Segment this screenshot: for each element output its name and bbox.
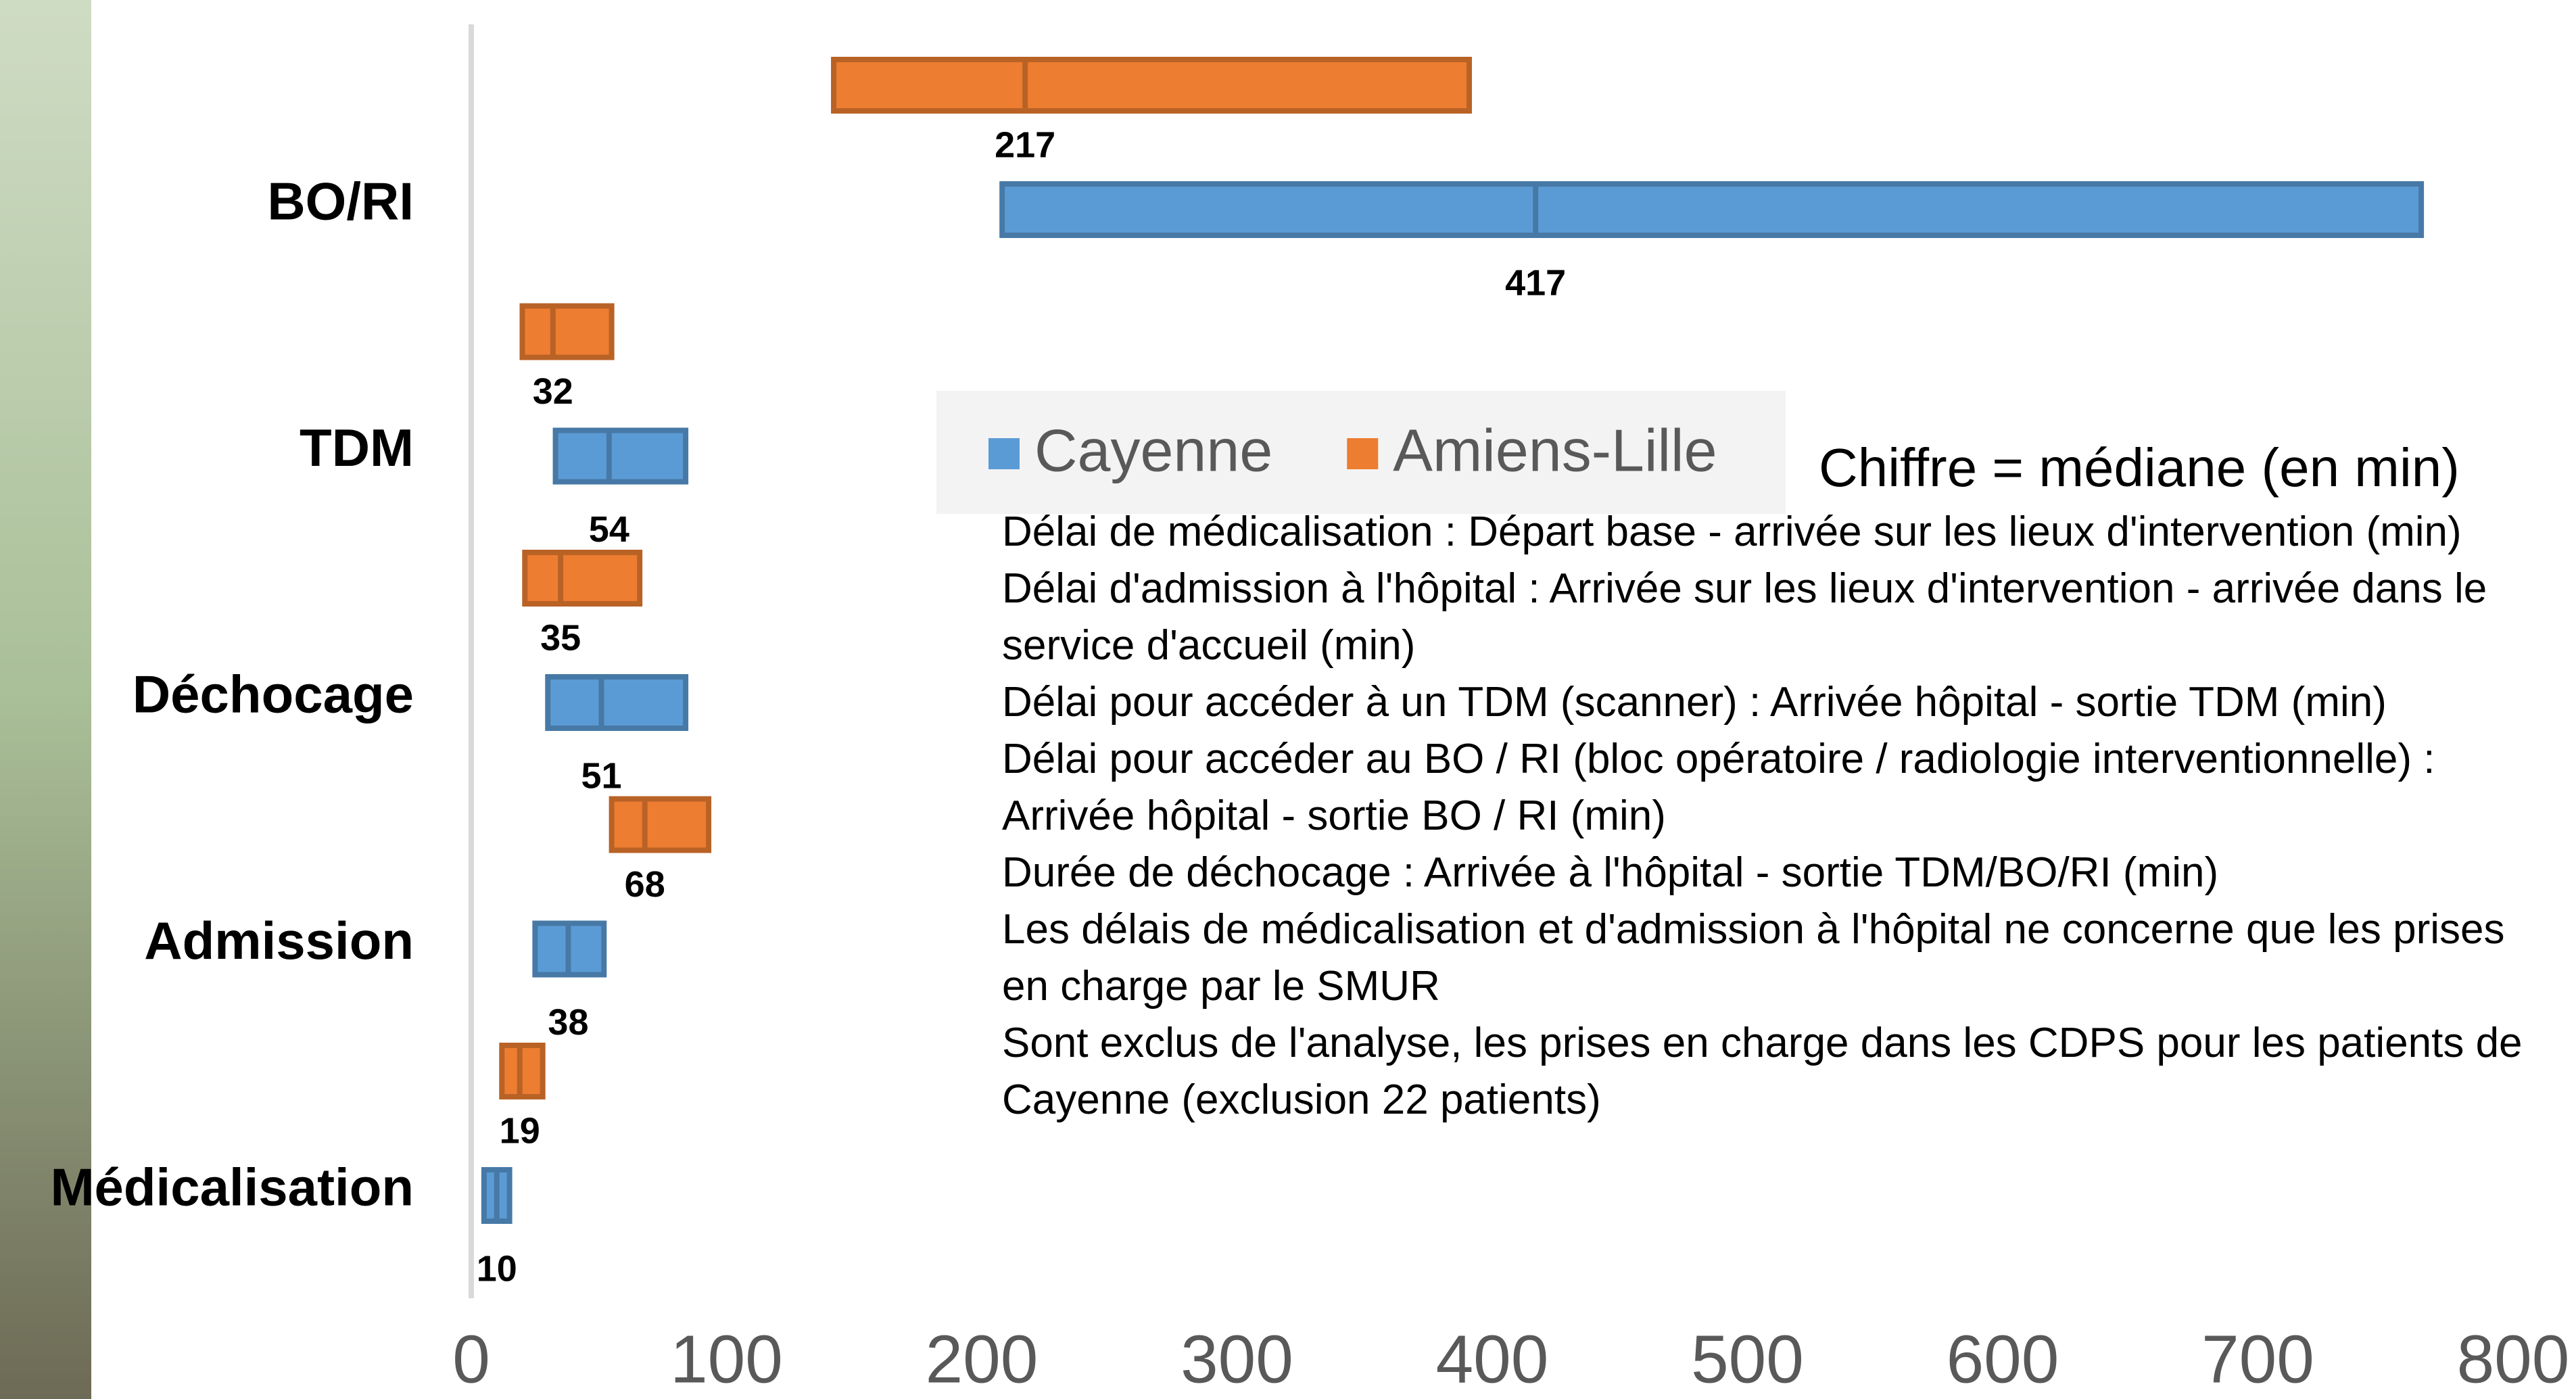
- median-label: 19: [500, 1110, 540, 1151]
- note: Délai pour accéder au BO / RI (bloc opér…: [1002, 731, 2523, 845]
- range-bar: [1002, 184, 2421, 235]
- note: Délai pour accéder à un TDM (scanner) : …: [1002, 674, 2523, 731]
- category-label: TDM: [300, 418, 414, 477]
- median-label: 217: [995, 124, 1055, 165]
- range-bar: [834, 60, 1469, 111]
- note: Délai d'admission à l'hôpital : Arrivée …: [1002, 561, 2523, 674]
- x-tick-label: 0: [452, 1321, 490, 1397]
- note: Durée de déchocage : Arrivée à l'hôpital…: [1002, 845, 2523, 901]
- median-label: 38: [548, 1002, 588, 1043]
- legend-label: Cayenne: [1034, 417, 1272, 483]
- median-label: 51: [581, 755, 621, 796]
- x-tick-label: 100: [670, 1321, 783, 1397]
- note: Les délais de médicalisation et d'admiss…: [1002, 901, 2523, 1015]
- notes: Délai de médicalisation : Départ base - …: [1002, 504, 2523, 1129]
- x-tick-label: 200: [926, 1321, 1039, 1397]
- x-tick-label: 400: [1436, 1321, 1549, 1397]
- range-bar: [548, 677, 686, 728]
- category-label: Médicalisation: [51, 1158, 414, 1217]
- median-label: 32: [533, 371, 573, 412]
- legend-swatch: [988, 438, 1020, 469]
- range-bar: [612, 799, 709, 851]
- note: Sont exclus de l'analyse, les prises en …: [1002, 1015, 2523, 1129]
- median-label: 54: [589, 509, 629, 550]
- x-tick-label: 300: [1180, 1321, 1293, 1397]
- category-label: BO/RI: [267, 172, 414, 231]
- category-label: Déchocage: [133, 665, 414, 724]
- range-bar: [523, 306, 612, 358]
- legend-label: Amiens-Lille: [1393, 417, 1717, 483]
- median-label: 35: [540, 617, 581, 658]
- range-bar: [556, 431, 686, 482]
- x-tick-label: 700: [2201, 1321, 2314, 1397]
- page: Chiffre = médiane (en min) 0 100 200 300 400…: [0, 0, 2576, 1399]
- x-tick-label: 500: [1691, 1321, 1804, 1397]
- legend-swatch: [1347, 438, 1378, 469]
- median-label: 10: [477, 1248, 517, 1289]
- x-tick-label: 800: [2457, 1321, 2570, 1397]
- category-label: Admission: [144, 911, 414, 970]
- median-label: 68: [625, 864, 665, 905]
- range-bar: [525, 552, 640, 604]
- annotation: Chiffre = médiane (en min): [1819, 437, 2460, 498]
- note: Délai de médicalisation : Départ base - …: [1002, 504, 2523, 561]
- median-label: 417: [1505, 262, 1566, 303]
- x-tick-label: 600: [1947, 1321, 2059, 1397]
